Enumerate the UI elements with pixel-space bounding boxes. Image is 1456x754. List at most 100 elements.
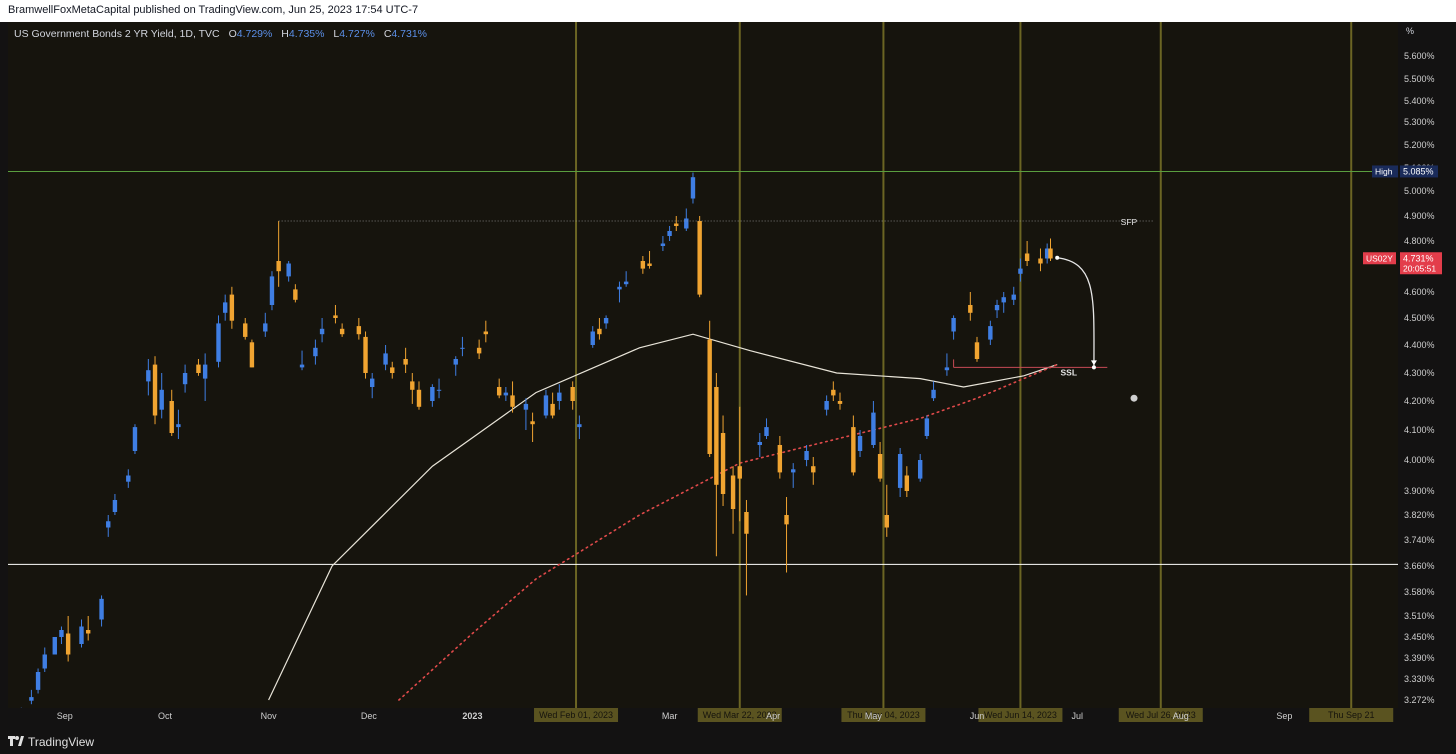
time-tick-label: Aug [1173, 711, 1189, 721]
candle [460, 336, 465, 357]
candle-body [570, 387, 575, 401]
candle [744, 500, 749, 596]
candle-body [182, 373, 188, 385]
candle-body [617, 286, 622, 290]
candle [530, 412, 535, 442]
last-price-symbol-box [1363, 252, 1396, 265]
candle-body [791, 469, 796, 473]
candle [988, 320, 993, 345]
tradingview-logo-icon[interactable] [8, 734, 24, 748]
candle-body [483, 331, 489, 335]
candle-body [988, 326, 993, 340]
candle [182, 364, 188, 393]
candle-body [229, 294, 235, 321]
candle-body [436, 389, 442, 391]
candle-body [597, 328, 602, 335]
candle-body [690, 177, 696, 199]
candle-body [744, 512, 749, 534]
candle [674, 216, 679, 231]
candle-body [784, 515, 789, 525]
candle-body [319, 328, 325, 335]
symbol-title: US Government Bonds 2 YR Yield, 1D, TVC [14, 28, 220, 40]
published-text: BramwellFoxMetaCapital published on Trad… [8, 4, 419, 16]
candle [597, 318, 602, 340]
candle [831, 381, 836, 401]
candle [924, 415, 930, 439]
annotation-ssl: SSL [1061, 368, 1078, 378]
candle [1011, 286, 1016, 305]
candle [416, 381, 422, 410]
candle-body [202, 364, 208, 379]
candle-body [503, 392, 509, 396]
candle [730, 466, 736, 534]
candle [1001, 292, 1006, 313]
candle-body [1018, 268, 1023, 274]
last-price-value-box [1400, 252, 1442, 275]
price-tick-label: 3.740% [1404, 535, 1435, 545]
candle-body [333, 315, 338, 318]
price-tick-label: 4.600% [1404, 287, 1435, 297]
candle-body [249, 342, 255, 368]
moving-average-dotted-line [398, 363, 1058, 701]
candle [146, 359, 151, 396]
price-tick-label: 3.900% [1404, 486, 1435, 496]
candle [791, 463, 796, 488]
last-price-symbol: US02Y [1366, 253, 1393, 263]
candle [496, 378, 502, 399]
date-line-label-box [1118, 708, 1203, 722]
price-tick-label: 4.100% [1404, 425, 1435, 435]
high-marker-label: High [1375, 166, 1393, 176]
candle-body [647, 263, 652, 266]
candle-body [176, 424, 181, 428]
candle-body [410, 381, 415, 390]
candle [132, 424, 138, 454]
candle [269, 271, 275, 311]
price-tick-label: 3.580% [1404, 587, 1435, 597]
annotation-sfp: SFP [1121, 217, 1138, 227]
plot-area[interactable] [8, 22, 1398, 708]
candle-body [684, 218, 689, 229]
candle-body [99, 598, 104, 620]
price-tick-label: 5.200% [1404, 140, 1435, 150]
date-line-label: Thu Sep 21 [1328, 710, 1375, 720]
candle [430, 384, 435, 407]
candle [313, 339, 318, 365]
candle-body [79, 626, 84, 644]
candle [994, 299, 1000, 318]
price-tick-label: 3.272% [1404, 695, 1435, 705]
projection-arrow [1057, 257, 1095, 368]
candle [476, 339, 482, 359]
candle [690, 172, 696, 204]
candle-body [29, 697, 34, 701]
price-tick-label: 5.600% [1404, 51, 1435, 61]
candle [647, 251, 652, 269]
price-tick-label: 4.000% [1404, 455, 1435, 465]
moving-average-line [268, 333, 1058, 701]
published-header: BramwellFoxMetaCapital published on Trad… [0, 0, 1456, 22]
candle [483, 320, 489, 343]
candle [603, 315, 609, 329]
candle [52, 637, 57, 655]
tradingview-brand[interactable]: TradingView [28, 735, 95, 749]
candle [707, 320, 712, 457]
candle-body [737, 466, 742, 479]
candle [510, 381, 515, 413]
candle [684, 208, 689, 231]
candle [1048, 238, 1053, 261]
candle [176, 409, 181, 439]
candle [410, 373, 415, 404]
time-tick-label: Apr [766, 711, 780, 721]
candle-body [1011, 294, 1016, 300]
candle-body [623, 281, 629, 285]
time-tick-label: Dec [361, 711, 378, 721]
candle-body [159, 389, 164, 410]
candle [737, 406, 742, 522]
candle [436, 378, 442, 399]
candle [453, 356, 458, 376]
candle-body [510, 395, 515, 407]
candle [974, 336, 980, 362]
candle-body [777, 445, 783, 473]
date-line-label-box [978, 708, 1063, 722]
candle [777, 436, 783, 479]
